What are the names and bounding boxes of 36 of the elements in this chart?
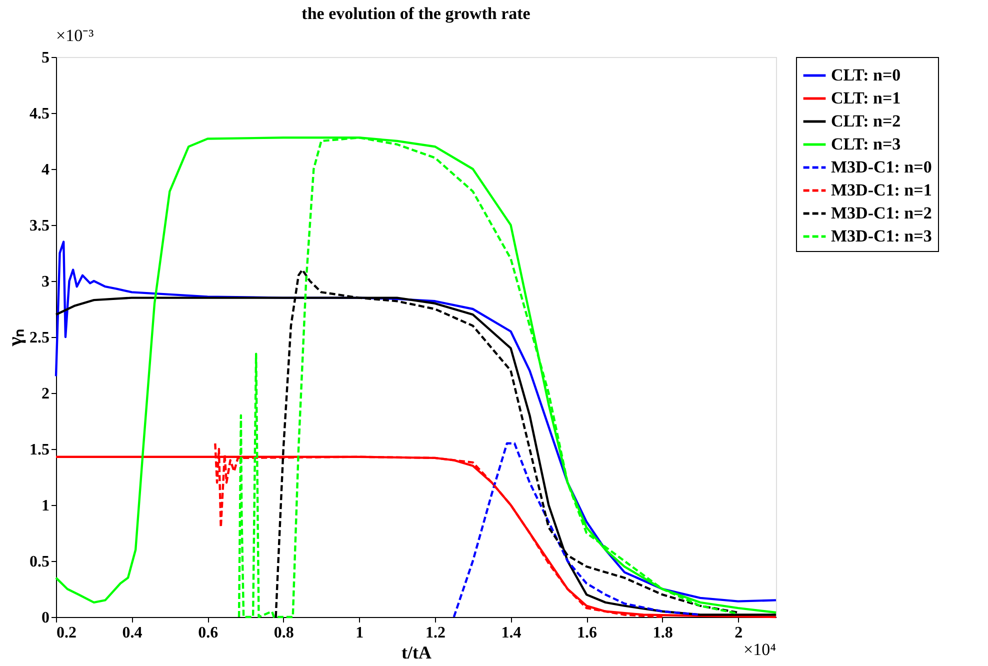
chart-title: the evolution of the growth rate (302, 4, 531, 23)
y-tick-label: 0.5 (30, 554, 50, 570)
x-tick-label: 1.4 (501, 624, 522, 642)
y-tick-label: 2 (42, 386, 50, 402)
x-tick-label: 1.2 (425, 624, 446, 642)
text: ×10⁻³ (56, 26, 94, 45)
legend-label: CLT: n=0 (831, 66, 901, 84)
x-tick-label: 1 (356, 624, 364, 642)
legend-label: CLT: n=3 (831, 134, 901, 154)
legend-label: CLT: n=1 (831, 88, 901, 108)
y-tick-label: 5 (42, 50, 50, 66)
y-axis-title: γₙ (4, 328, 26, 348)
legend-label: M3D-C1: n=2 (831, 204, 932, 222)
y-tick-label: 0 (42, 610, 50, 626)
y-tick-label: 4.5 (30, 106, 50, 122)
x-axis-title: t/tA (402, 642, 432, 662)
x-tick-label: 0.2 (56, 624, 76, 642)
x-tick-label: 1.6 (577, 624, 598, 642)
line-series (54, 136, 778, 614)
x-tick-label: 1.8 (652, 624, 673, 642)
x-tick-label: 0.4 (122, 624, 142, 642)
legend-label: M3D-C1: n=0 (831, 158, 932, 176)
y-tick-label: 3.5 (30, 218, 50, 234)
y-tick-label: 1 (42, 498, 50, 514)
x-tick-label: 2 (734, 624, 743, 642)
y-tick-label: 4 (42, 162, 50, 178)
text: ×10⁴ (743, 640, 776, 659)
legend-label: M3D-C1: n=1 (831, 180, 932, 200)
y-tick-label: 2.5 (30, 330, 50, 346)
y-tick-label: 1.5 (30, 442, 50, 458)
legend-label: M3D-C1: n=3 (831, 226, 932, 246)
x-tick-label: 0.6 (198, 624, 218, 642)
legend-label: CLT: n=2 (831, 112, 901, 130)
y-tick-label: 3 (42, 274, 50, 290)
x-tick-label: 0.8 (274, 624, 294, 642)
line-series (54, 240, 778, 602)
